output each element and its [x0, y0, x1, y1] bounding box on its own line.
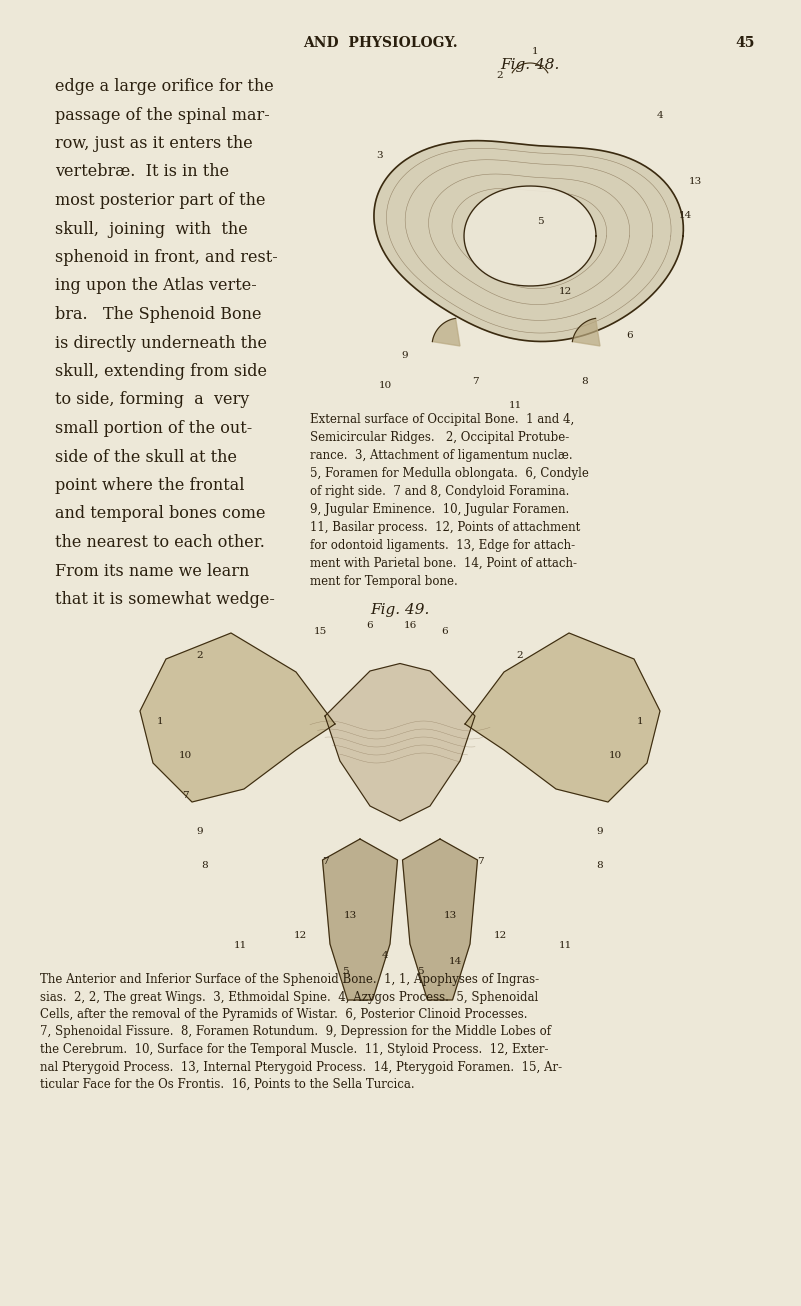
Text: skull, extending from side: skull, extending from side	[55, 363, 267, 380]
Text: 11, Basilar process.  12, Points of attachment: 11, Basilar process. 12, Points of attac…	[310, 521, 580, 534]
Text: 3: 3	[376, 151, 384, 161]
Text: Semicircular Ridges.   2, Occipital Protube-: Semicircular Ridges. 2, Occipital Protub…	[310, 431, 570, 444]
Text: vertebræ.  It is in the: vertebræ. It is in the	[55, 163, 229, 180]
Text: 1: 1	[637, 717, 643, 726]
Text: to side, forming  a  very: to side, forming a very	[55, 392, 249, 409]
Text: 4: 4	[382, 952, 388, 960]
Text: 7: 7	[472, 376, 478, 385]
Text: 16: 16	[404, 622, 417, 631]
Text: 9: 9	[401, 351, 409, 360]
Text: 10: 10	[609, 751, 622, 760]
Text: edge a large orifice for the: edge a large orifice for the	[55, 78, 274, 95]
Text: 8: 8	[202, 862, 208, 871]
Text: 15: 15	[313, 627, 327, 636]
Text: 45: 45	[735, 37, 755, 50]
Text: 6: 6	[367, 622, 373, 631]
Text: most posterior part of the: most posterior part of the	[55, 192, 265, 209]
Polygon shape	[325, 663, 475, 821]
Text: passage of the spinal mar-: passage of the spinal mar-	[55, 107, 270, 124]
Polygon shape	[323, 838, 397, 1000]
Text: sphenoid in front, and rest-: sphenoid in front, and rest-	[55, 249, 278, 266]
Text: 5, Foramen for Medulla oblongata.  6, Condyle: 5, Foramen for Medulla oblongata. 6, Con…	[310, 468, 589, 481]
Polygon shape	[464, 185, 596, 286]
Text: ment for Temporal bone.: ment for Temporal bone.	[310, 575, 457, 588]
Text: 11: 11	[233, 942, 247, 951]
Text: From its name we learn: From its name we learn	[55, 563, 249, 580]
Text: point where the frontal: point where the frontal	[55, 477, 244, 494]
Text: Fig. 48.: Fig. 48.	[501, 57, 560, 72]
Text: the Cerebrum.  10, Surface for the Temporal Muscle.  11, Styloid Process.  12, E: the Cerebrum. 10, Surface for the Tempor…	[40, 1043, 549, 1057]
Text: 12: 12	[293, 931, 307, 940]
Text: 5: 5	[417, 966, 423, 976]
Text: rance.  3, Attachment of ligamentum nuclæ.: rance. 3, Attachment of ligamentum nuclæ…	[310, 449, 573, 462]
Text: and temporal bones come: and temporal bones come	[55, 505, 265, 522]
Text: skull,  joining  with  the: skull, joining with the	[55, 221, 248, 238]
Text: 11: 11	[509, 401, 521, 410]
Text: 13: 13	[688, 176, 702, 185]
Text: 9: 9	[197, 827, 203, 836]
Text: 13: 13	[344, 912, 356, 921]
Text: 8: 8	[582, 376, 588, 385]
Text: The Anterior and Inferior Surface of the Sphenoid Bone.  1, 1, Apophyses of Ingr: The Anterior and Inferior Surface of the…	[40, 973, 539, 986]
Text: 10: 10	[179, 751, 191, 760]
Text: 7: 7	[182, 791, 188, 801]
Text: 4: 4	[657, 111, 663, 120]
Text: small portion of the out-: small portion of the out-	[55, 421, 252, 438]
Text: sias.  2, 2, The great Wings.  3, Ethmoidal Spine.  4, Azygos Process.  5, Sphen: sias. 2, 2, The great Wings. 3, Ethmoida…	[40, 990, 538, 1003]
Text: 12: 12	[558, 286, 572, 295]
Text: 7: 7	[322, 857, 328, 866]
Text: 12: 12	[493, 931, 506, 940]
Text: 14: 14	[678, 212, 691, 221]
Polygon shape	[465, 633, 660, 802]
Text: 8: 8	[597, 862, 603, 871]
Text: 5: 5	[342, 966, 348, 976]
Text: of right side.  7 and 8, Condyloid Foramina.: of right side. 7 and 8, Condyloid Forami…	[310, 485, 570, 498]
Text: 5: 5	[537, 217, 543, 226]
Text: nal Pterygoid Process.  13, Internal Pterygoid Process.  14, Pterygoid Foramen. : nal Pterygoid Process. 13, Internal Pter…	[40, 1060, 562, 1074]
Text: is directly underneath the: is directly underneath the	[55, 334, 267, 351]
Text: 2: 2	[197, 652, 203, 661]
Text: 2: 2	[497, 72, 503, 81]
Text: 11: 11	[558, 942, 572, 951]
Text: that it is somewhat wedge-: that it is somewhat wedge-	[55, 592, 275, 609]
Text: 13: 13	[444, 912, 457, 921]
Text: for odontoid ligaments.  13, Edge for attach-: for odontoid ligaments. 13, Edge for att…	[310, 539, 575, 552]
Text: External surface of Occipital Bone.  1 and 4,: External surface of Occipital Bone. 1 an…	[310, 413, 574, 426]
Polygon shape	[573, 319, 600, 346]
Text: 9: 9	[597, 827, 603, 836]
Text: AND  PHYSIOLOGY.: AND PHYSIOLOGY.	[303, 37, 457, 50]
Text: 14: 14	[449, 956, 461, 965]
Polygon shape	[433, 319, 460, 346]
Text: 6: 6	[441, 627, 449, 636]
Polygon shape	[402, 838, 477, 1000]
Text: ment with Parietal bone.  14, Point of attach-: ment with Parietal bone. 14, Point of at…	[310, 556, 577, 569]
Text: 6: 6	[626, 332, 634, 341]
Text: 1: 1	[157, 717, 163, 726]
Polygon shape	[374, 141, 683, 341]
Text: 9, Jugular Eminence.  10, Jugular Foramen.: 9, Jugular Eminence. 10, Jugular Foramen…	[310, 503, 570, 516]
Text: ticular Face for the Os Frontis.  16, Points to the Sella Turcica.: ticular Face for the Os Frontis. 16, Poi…	[40, 1077, 415, 1091]
Text: 2: 2	[517, 652, 523, 661]
Polygon shape	[140, 633, 335, 802]
Text: ing upon the Atlas verte-: ing upon the Atlas verte-	[55, 277, 257, 294]
Text: 7: 7	[477, 857, 483, 866]
Text: side of the skull at the: side of the skull at the	[55, 448, 237, 465]
Text: the nearest to each other.: the nearest to each other.	[55, 534, 265, 551]
Text: row, just as it enters the: row, just as it enters the	[55, 135, 253, 151]
Text: 1: 1	[532, 47, 538, 55]
Text: 10: 10	[378, 381, 392, 390]
Text: Cells, after the removal of the Pyramids of Wistar.  6, Posterior Clinoid Proces: Cells, after the removal of the Pyramids…	[40, 1008, 528, 1021]
Text: 7, Sphenoidal Fissure.  8, Foramen Rotundum.  9, Depression for the Middle Lobes: 7, Sphenoidal Fissure. 8, Foramen Rotund…	[40, 1025, 551, 1038]
Text: bra.   The Sphenoid Bone: bra. The Sphenoid Bone	[55, 306, 261, 323]
Text: Fig. 49.: Fig. 49.	[370, 603, 429, 616]
